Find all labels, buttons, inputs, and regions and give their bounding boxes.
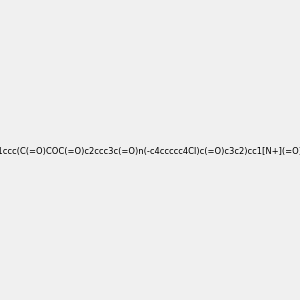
Text: Cc1ccc(C(=O)COC(=O)c2ccc3c(=O)n(-c4ccccc4Cl)c(=O)c3c2)cc1[N+](=O)[O-]: Cc1ccc(C(=O)COC(=O)c2ccc3c(=O)n(-c4ccccc… — [0, 147, 300, 156]
